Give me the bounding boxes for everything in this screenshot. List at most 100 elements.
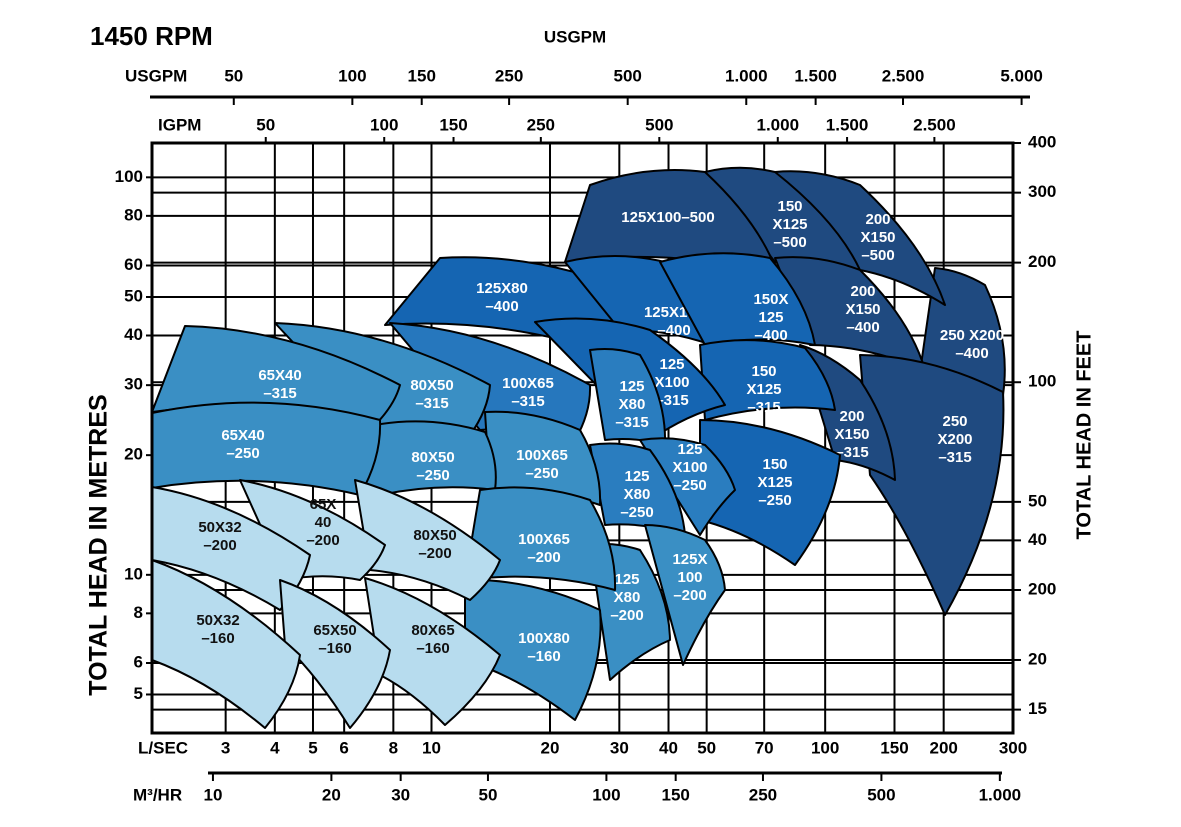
region-label: 100X65 [502, 375, 554, 392]
region-label: –315 [263, 385, 296, 402]
region-label: X150 [845, 301, 880, 318]
region-label: 65X [310, 496, 337, 513]
y-tick-label: 6 [134, 652, 143, 671]
x-tick-label: 300 [999, 738, 1027, 757]
region-label: 80X50 [410, 377, 453, 394]
region-shape [151, 559, 301, 729]
y2-tick-label: 300 [1028, 182, 1056, 201]
region-label: X125 [772, 216, 807, 233]
x-tick-label: 5.000 [1000, 66, 1043, 85]
region-label: 50X32 [196, 612, 239, 629]
region-label: 80X50 [413, 527, 456, 544]
x-tick-label: 2.500 [913, 115, 956, 134]
region: 125X100–200 [644, 524, 726, 666]
region-shape [151, 401, 382, 496]
x-tick-label: 50 [256, 115, 275, 134]
y-tick-label: 50 [124, 286, 143, 305]
region-label: –200 [418, 545, 451, 562]
region-label: 50X32 [198, 519, 241, 536]
region-label: –400 [955, 345, 988, 362]
region-label: –200 [203, 537, 236, 554]
region-label: –160 [416, 640, 449, 657]
x-tick-label: 30 [610, 738, 629, 757]
region-label: –250 [525, 465, 558, 482]
region-label: X200 [937, 431, 972, 448]
region-label: 200 [850, 283, 875, 300]
region-label: 65X50 [313, 622, 356, 639]
y-tick-label: 80 [124, 205, 143, 224]
axis-name: IGPM [158, 115, 201, 134]
region-shape [279, 579, 391, 729]
y2-tick-label: 15 [1028, 699, 1047, 718]
region-label: X100 [672, 459, 707, 476]
region-label: –400 [846, 319, 879, 336]
region-label: 125 [619, 378, 644, 395]
x-tick-label: 1.000 [757, 115, 800, 134]
region-label: 250 [942, 413, 967, 430]
regions: 250 X200–400200X150–500150X125–500125X10… [151, 166, 1006, 729]
x-tick-label: 100 [370, 115, 398, 134]
region: 100X65–250 [484, 410, 602, 506]
region-label: –160 [527, 648, 560, 665]
region-label: –250 [758, 492, 791, 509]
x-tick-label: 20 [541, 738, 560, 757]
region-label: 125 [659, 356, 684, 373]
x-tick-label: 10 [422, 738, 441, 757]
x-tick-label: 1.500 [826, 115, 869, 134]
region-shape [699, 419, 841, 566]
region-label: 125X [672, 551, 707, 568]
x-tick-label: 10 [203, 785, 222, 804]
region-label: X150 [860, 229, 895, 246]
x-tick-label: 6 [339, 738, 348, 757]
region-label: 150X [753, 291, 788, 308]
axis-name: M³/HR [133, 785, 182, 804]
region-label: –315 [938, 449, 971, 466]
plot-frame [150, 141, 1015, 735]
region-label: 125 [677, 441, 702, 458]
x-tick-label: 250 [495, 66, 523, 85]
x-tick-label: 50 [478, 785, 497, 804]
region-label: –400 [657, 322, 690, 339]
y2-tick-label: 50 [1028, 491, 1047, 510]
region-label: –200 [527, 549, 560, 566]
y-tick-label: 100 [115, 167, 143, 186]
axes: USGPM 50 100 150 250 500 1.000 1.500 2.500 5.000 I… [115, 66, 1057, 804]
y2-tick-label: 400 [1028, 132, 1056, 151]
y2-tick-label: 20 [1028, 649, 1047, 668]
x-tick-label: 100 [811, 738, 839, 757]
region-shape [364, 577, 501, 726]
chart-title: 1450 RPM [90, 21, 213, 51]
region: 125X80–315 [589, 347, 667, 446]
region-label: 100 [677, 569, 702, 586]
region-label: –160 [201, 630, 234, 647]
region-label: –250 [673, 477, 706, 494]
axis-name: L/SEC [138, 738, 188, 757]
region-label: 150 [751, 363, 776, 380]
region-label: 125 [614, 571, 639, 588]
region-label: X80 [619, 396, 646, 413]
region-label: 125X100–500 [621, 209, 714, 226]
region: 65X40–250 [151, 401, 382, 496]
region-shape [354, 479, 501, 601]
region-label: 125X80 [476, 280, 528, 297]
region-label: 100X65 [518, 531, 570, 548]
region-label: X80 [624, 486, 651, 503]
x-tick-label: 150 [439, 115, 467, 134]
x-tick-label: 500 [613, 66, 641, 85]
x-tick-label: 8 [389, 738, 398, 757]
x-tick-label: 2.500 [882, 66, 925, 85]
x-tick-label: 500 [645, 115, 673, 134]
region-label: 200 [865, 211, 890, 228]
region-label: –315 [655, 392, 688, 409]
x-tick-label: 50 [697, 738, 716, 757]
region-label: –500 [773, 234, 806, 251]
region-label: –400 [485, 298, 518, 315]
x-tick-label: 150 [880, 738, 908, 757]
region: 80X50–250 [359, 420, 497, 501]
y2-tick-label: 200 [1028, 579, 1056, 598]
region-label: –315 [835, 444, 868, 461]
region-shape [151, 486, 311, 611]
x-tick-label: 200 [929, 738, 957, 757]
x-tick-label: 500 [867, 785, 895, 804]
